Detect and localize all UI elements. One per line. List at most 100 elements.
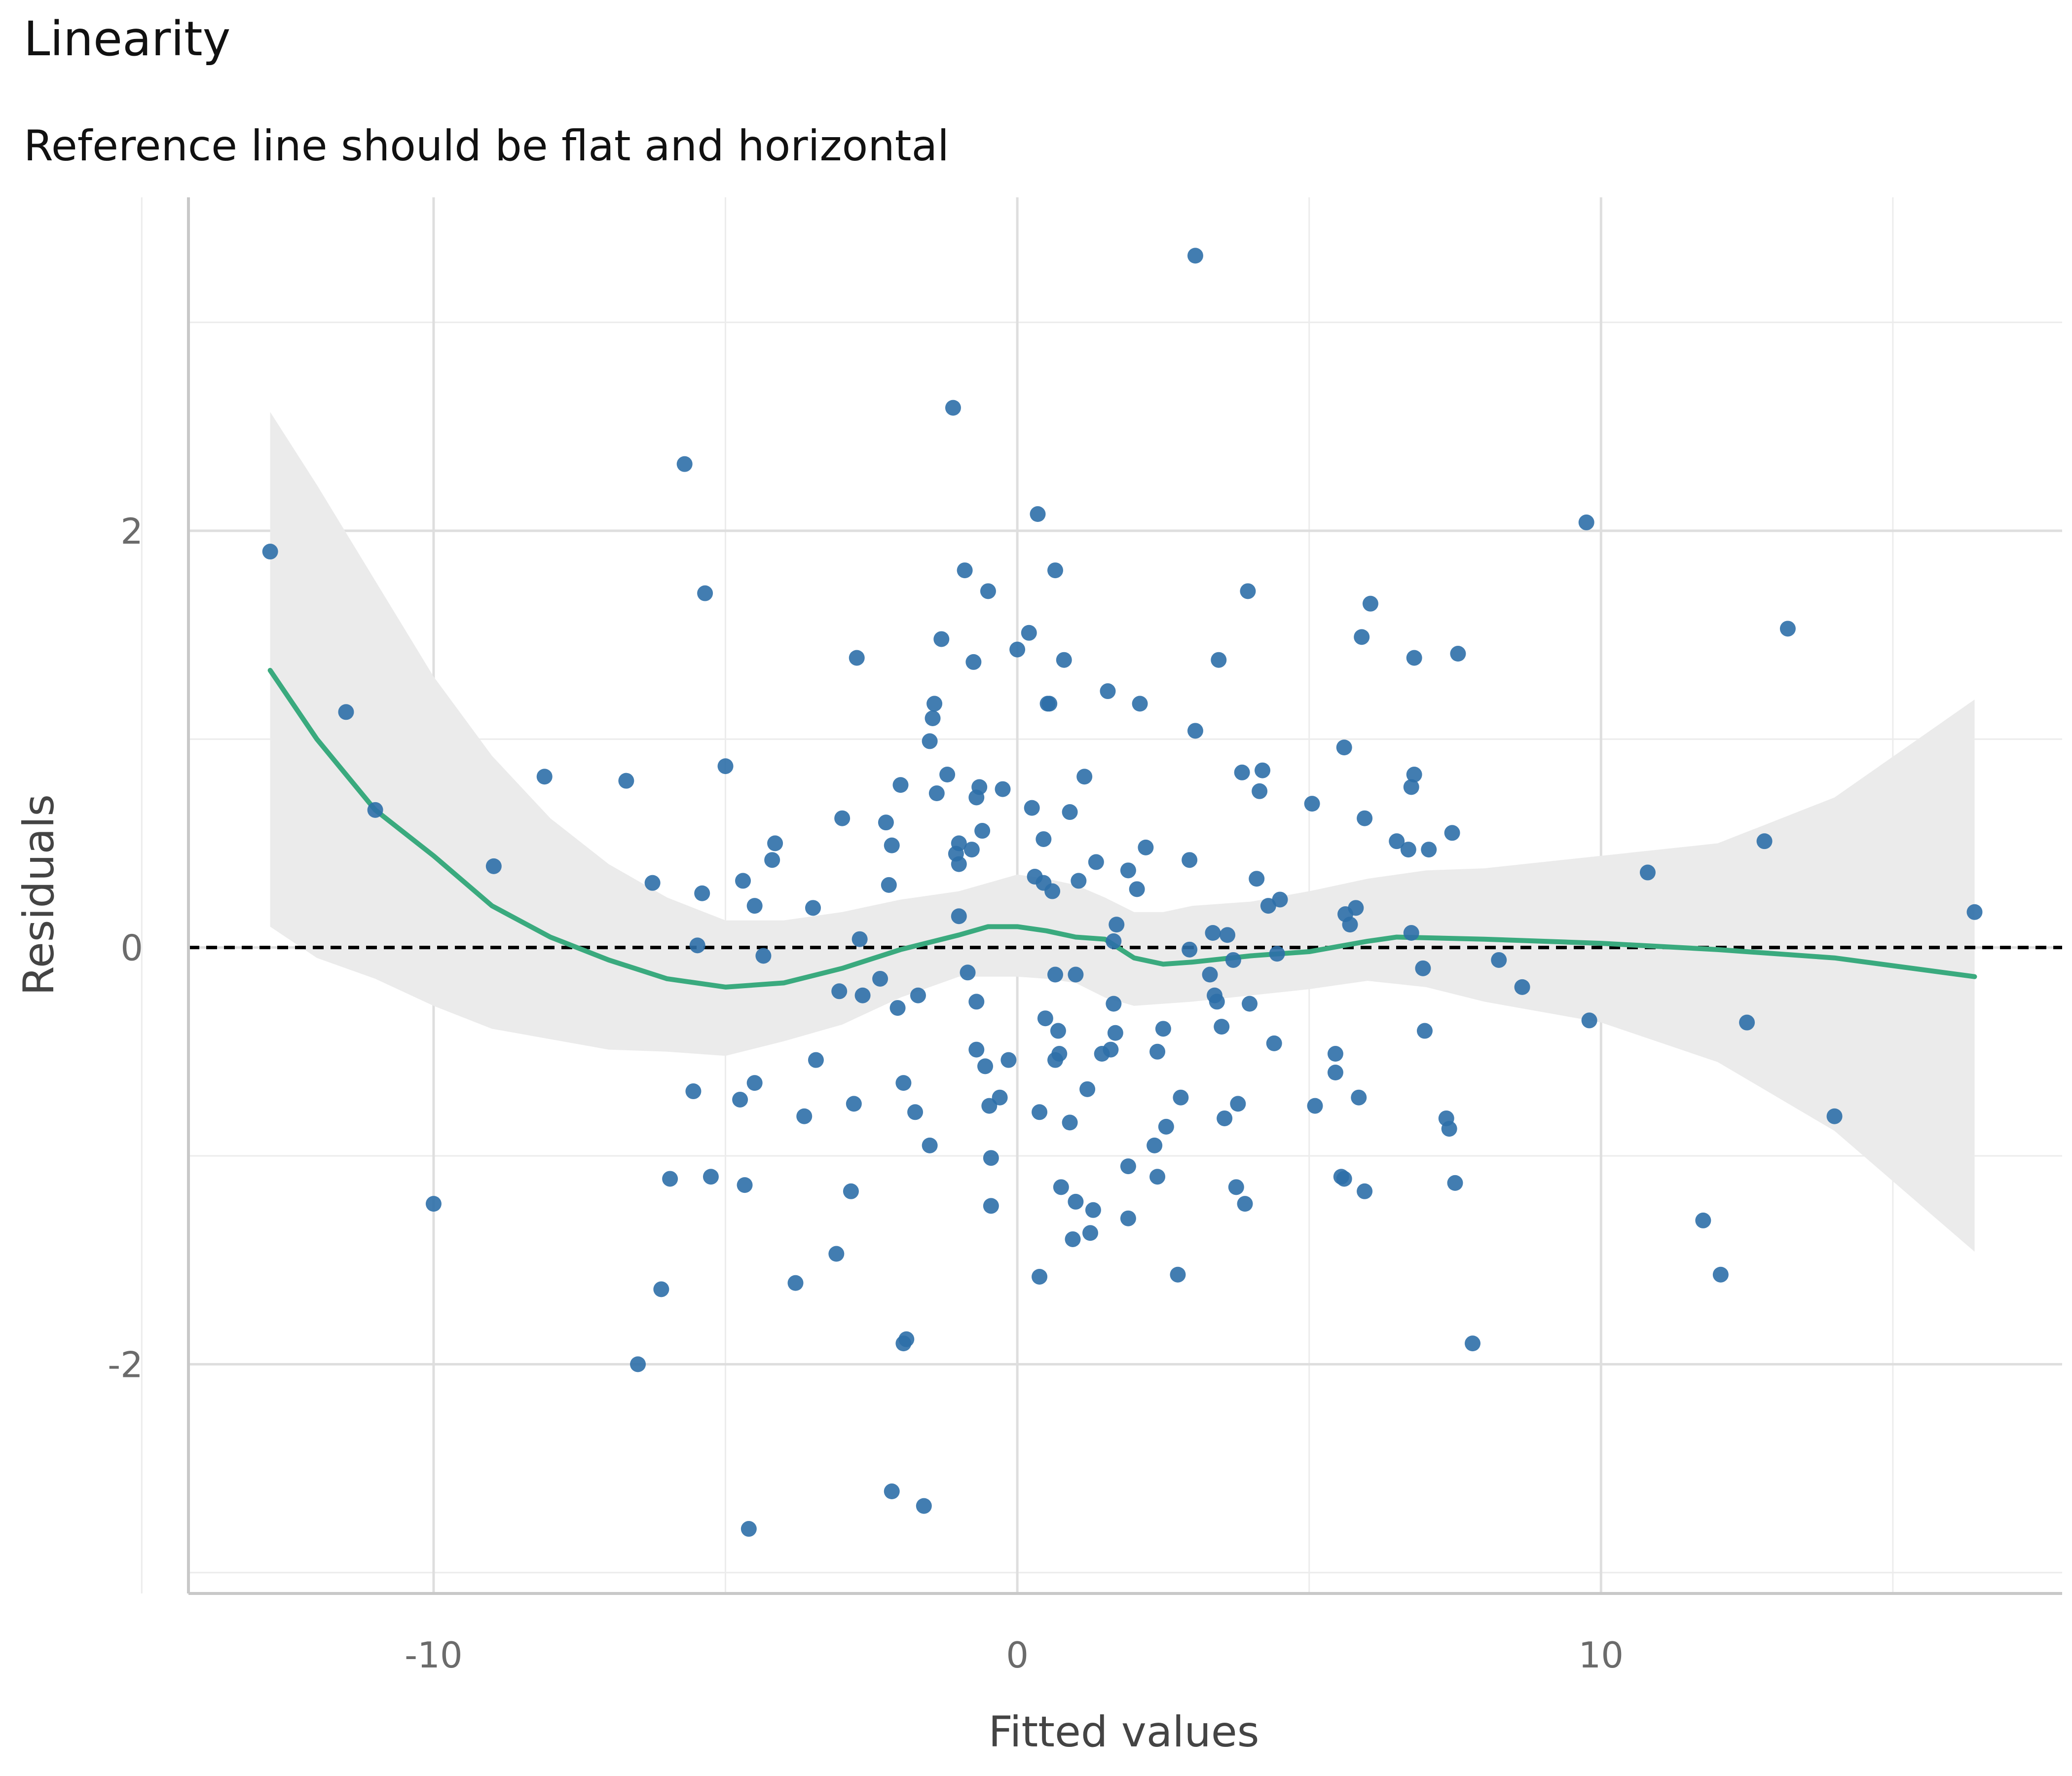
data-point (1336, 1171, 1352, 1187)
data-point (1491, 952, 1507, 968)
tick-labels: -10 0 10 -2 0 2 (108, 511, 1624, 1676)
data-point (1211, 652, 1227, 668)
data-point (1403, 779, 1419, 795)
data-point (367, 802, 383, 818)
data-point (1327, 1046, 1343, 1062)
data-point (787, 1275, 804, 1291)
data-point (735, 873, 751, 889)
data-point (916, 1498, 932, 1514)
data-point (884, 1483, 900, 1500)
data-point (1444, 825, 1460, 841)
data-point (1966, 904, 1983, 920)
data-point (1269, 946, 1285, 962)
data-point (968, 994, 985, 1010)
confidence-ribbon (270, 412, 1975, 1252)
data-point (983, 1150, 999, 1166)
data-point (796, 1108, 813, 1124)
data-point (262, 544, 278, 560)
data-point (1079, 1081, 1096, 1097)
data-point (1266, 1035, 1282, 1051)
data-point (746, 1075, 763, 1091)
data-point (1357, 810, 1373, 826)
data-point (1047, 966, 1064, 983)
data-point (1036, 831, 1052, 847)
data-point (425, 1196, 442, 1212)
data-point (1155, 1021, 1171, 1037)
data-point (1187, 723, 1203, 739)
data-point (1107, 1025, 1123, 1041)
data-point (1240, 583, 1256, 599)
data-point (1082, 1225, 1099, 1241)
data-point (1129, 881, 1145, 897)
data-point (926, 696, 943, 712)
data-point (1249, 871, 1265, 887)
data-point (1173, 1089, 1189, 1106)
data-point (338, 704, 354, 720)
data-point (1053, 1179, 1069, 1195)
y-tick-label: -2 (108, 1344, 143, 1385)
data-point (910, 987, 926, 1003)
data-point (1209, 994, 1225, 1010)
data-point (892, 777, 909, 793)
data-point (1578, 514, 1594, 530)
data-point (1242, 996, 1258, 1012)
data-point (662, 1171, 678, 1187)
data-point (831, 983, 848, 999)
data-point (960, 964, 976, 981)
data-point (808, 1052, 824, 1068)
data-point (1000, 1052, 1017, 1068)
data-point (1088, 854, 1104, 870)
data-point (980, 583, 996, 599)
data-point (1149, 1043, 1166, 1060)
x-tick-label: 0 (1006, 1634, 1029, 1676)
x-tick-label: -10 (405, 1634, 463, 1676)
data-point (1695, 1212, 1711, 1228)
data-point (1050, 1023, 1066, 1039)
data-point (1304, 796, 1320, 812)
data-point (1106, 996, 1122, 1012)
data-point (1260, 898, 1276, 914)
data-point (1354, 629, 1370, 645)
data-point (1024, 800, 1040, 816)
data-point (957, 562, 973, 579)
data-point (1756, 833, 1773, 850)
data-point (1132, 696, 1148, 712)
data-point (685, 1083, 702, 1100)
data-point (1032, 1104, 1048, 1120)
data-point (1037, 1010, 1053, 1027)
data-point (1182, 941, 1198, 958)
data-point (843, 1183, 859, 1199)
data-point (1327, 1065, 1343, 1081)
data-point (1065, 1231, 1081, 1247)
data-point (965, 654, 982, 670)
data-point (732, 1091, 748, 1108)
data-point (1047, 562, 1064, 579)
data-point (1406, 767, 1422, 783)
data-point (1403, 925, 1419, 941)
data-point (1068, 966, 1084, 983)
confidence-band (270, 412, 1975, 1252)
data-point (737, 1177, 753, 1193)
data-point (1103, 1041, 1119, 1058)
data-point (1252, 783, 1268, 799)
data-point (697, 585, 713, 601)
data-point (928, 785, 945, 802)
data-point (995, 781, 1011, 797)
data-point (1138, 839, 1154, 855)
data-point (1464, 1335, 1480, 1352)
x-tick-label: 10 (1578, 1634, 1624, 1676)
chart-title: Linearity (24, 11, 230, 67)
data-point (925, 710, 941, 726)
data-point (1051, 1046, 1068, 1062)
data-point (1032, 1268, 1048, 1285)
data-point (1158, 1118, 1174, 1135)
x-axis-title: Fitted values (988, 1707, 1259, 1757)
data-point (968, 1041, 985, 1058)
data-point (1421, 842, 1437, 858)
y-tick-label: 2 (120, 511, 143, 552)
data-point (1220, 927, 1236, 943)
data-point (1071, 873, 1087, 889)
data-point (755, 948, 772, 964)
data-point (1351, 1089, 1367, 1106)
data-point (653, 1281, 669, 1297)
